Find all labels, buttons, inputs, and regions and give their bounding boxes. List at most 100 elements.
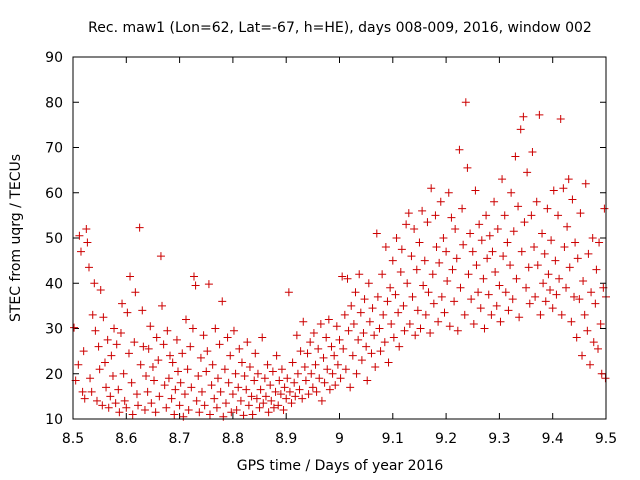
data-point (595, 238, 604, 247)
data-point (588, 234, 597, 242)
data-point (134, 401, 143, 410)
data-point (512, 274, 521, 283)
data-point (482, 211, 491, 220)
data-point (317, 396, 326, 405)
data-point (532, 197, 541, 206)
data-point (323, 365, 332, 374)
x-tick-label: 8.5 (62, 431, 84, 447)
x-tick-label: 9 (335, 431, 344, 447)
data-point (174, 367, 183, 376)
y-tick-label: 10 (45, 412, 63, 428)
y-axis-label: STEC from uqrg / TECUs (8, 154, 24, 322)
data-point (447, 213, 456, 222)
data-point (332, 322, 341, 331)
data-point (167, 394, 176, 403)
data-point (468, 247, 477, 256)
data-point (546, 286, 555, 295)
data-point (319, 353, 328, 362)
data-point (74, 360, 83, 369)
y-tick-label: 40 (45, 276, 63, 292)
data-point (322, 333, 331, 342)
data-point (575, 295, 584, 304)
data-point (100, 358, 109, 367)
data-point (234, 383, 243, 392)
data-point (562, 283, 571, 292)
data-point (287, 399, 296, 408)
data-point (191, 281, 200, 290)
data-point (516, 125, 525, 134)
data-point (147, 399, 156, 408)
data-point (525, 299, 534, 308)
data-point (272, 351, 281, 360)
data-point (594, 344, 603, 353)
data-point (475, 220, 484, 229)
data-point (115, 408, 124, 417)
data-point (111, 399, 120, 408)
data-point (555, 274, 564, 283)
data-point (75, 231, 84, 240)
data-point (348, 351, 357, 360)
data-point (251, 349, 260, 358)
data-point (474, 288, 483, 297)
data-point (135, 223, 144, 232)
data-point (207, 381, 216, 390)
data-point (484, 290, 493, 299)
data-point (370, 331, 379, 340)
data-point (383, 297, 392, 306)
data-point (261, 392, 270, 401)
data-point (216, 387, 225, 396)
data-point (253, 369, 262, 378)
data-point (218, 297, 227, 306)
data-point (301, 376, 310, 385)
data-point (439, 234, 448, 242)
data-point (453, 326, 462, 335)
data-point (564, 175, 573, 184)
data-point (82, 224, 91, 233)
data-point (103, 335, 112, 344)
data-point (264, 408, 273, 417)
data-point (314, 344, 323, 353)
data-point (300, 362, 309, 371)
data-point (150, 376, 159, 385)
data-point (388, 256, 397, 265)
data-point (159, 340, 168, 349)
data-point (381, 243, 390, 252)
data-point (312, 387, 321, 396)
data-point (232, 405, 241, 414)
data-point (448, 265, 457, 274)
data-point (266, 381, 275, 390)
data-point (480, 324, 489, 333)
data-point (365, 317, 374, 326)
data-point (178, 349, 187, 358)
data-point (466, 229, 475, 238)
data-point (396, 267, 405, 276)
data-point (311, 360, 320, 369)
data-point (86, 374, 95, 383)
data-point (523, 168, 532, 177)
data-point (298, 394, 307, 403)
data-point (543, 204, 552, 213)
data-point (274, 401, 283, 410)
y-tick-label: 50 (45, 231, 63, 247)
data-point (220, 365, 229, 374)
data-point (552, 290, 561, 299)
data-point (410, 224, 419, 233)
data-point (405, 319, 414, 328)
data-point (212, 403, 221, 412)
data-point (399, 301, 408, 310)
data-point (189, 272, 198, 281)
data-point (458, 204, 467, 213)
data-point (88, 310, 97, 319)
data-point (215, 340, 224, 349)
data-point (372, 229, 381, 238)
data-point (427, 184, 436, 193)
data-point (559, 184, 568, 193)
data-point (568, 195, 577, 204)
data-point (171, 385, 180, 394)
data-point (469, 319, 478, 328)
data-point (70, 323, 79, 332)
data-point (530, 243, 539, 252)
data-point (245, 362, 254, 371)
data-point (347, 301, 356, 310)
data-point (357, 356, 366, 365)
